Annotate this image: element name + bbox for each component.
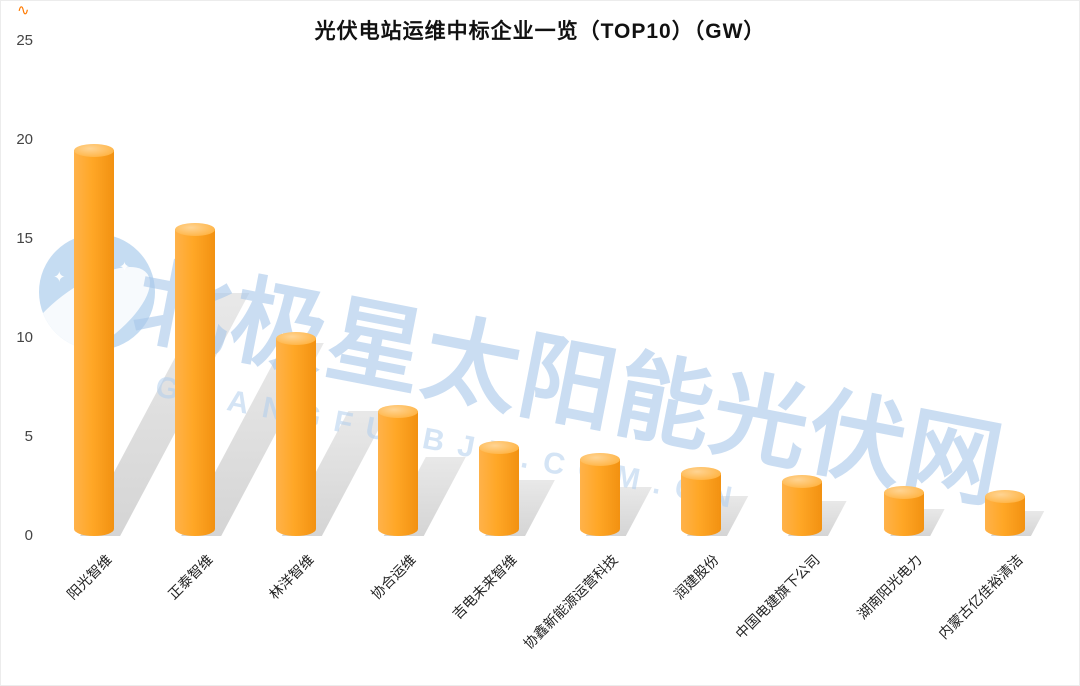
- bar: [377, 411, 418, 536]
- x-axis-category-label: 内蒙古亿佳裕清洁: [935, 551, 1026, 642]
- x-axis-category-label: 阳光智维: [63, 551, 115, 603]
- y-axis-tick-label: 10: [16, 329, 33, 346]
- bar: [883, 492, 924, 536]
- bar: [276, 338, 317, 536]
- bar-top: [681, 466, 722, 480]
- corner-decoration: ∿: [17, 2, 30, 19]
- x-axis-category-label: 协鑫新能源运营科技: [520, 551, 621, 652]
- bar-top: [377, 405, 418, 419]
- x-axis-category-label: 湖南阳光电力: [853, 551, 925, 623]
- x-axis-category-label: 润建股份: [671, 551, 722, 603]
- bar: [782, 480, 823, 536]
- bar-top: [175, 223, 216, 237]
- bar-top: [580, 452, 620, 466]
- bar-top: [74, 143, 114, 157]
- bar-top: [883, 486, 924, 500]
- y-axis-tick-label: 15: [16, 230, 33, 247]
- bar-top: [984, 490, 1025, 504]
- bar: [580, 458, 620, 536]
- x-axis-category-label: 正泰智维: [165, 551, 216, 603]
- bar-top: [478, 440, 519, 454]
- y-axis-tick-label: 25: [16, 32, 33, 49]
- bar-top: [276, 332, 317, 345]
- bar: [74, 149, 114, 536]
- x-axis-category-label: 吉电未来智维: [448, 551, 520, 623]
- bar-top: [782, 474, 823, 488]
- x-axis-category-label: 林洋智维: [266, 551, 318, 603]
- x-axis-category-label: 中国电建旗下公司: [732, 551, 824, 642]
- bar: [681, 472, 722, 536]
- bar: [478, 446, 519, 536]
- y-axis-tick-label: 20: [16, 131, 33, 148]
- x-axis-category-label: 协合运维: [367, 551, 419, 603]
- y-axis-tick-label: 0: [24, 527, 33, 544]
- chart-title: 光伏电站运维中标企业一览（TOP10）（GW）: [314, 20, 766, 43]
- bar: [175, 229, 216, 536]
- y-axis-tick-label: 5: [24, 428, 33, 445]
